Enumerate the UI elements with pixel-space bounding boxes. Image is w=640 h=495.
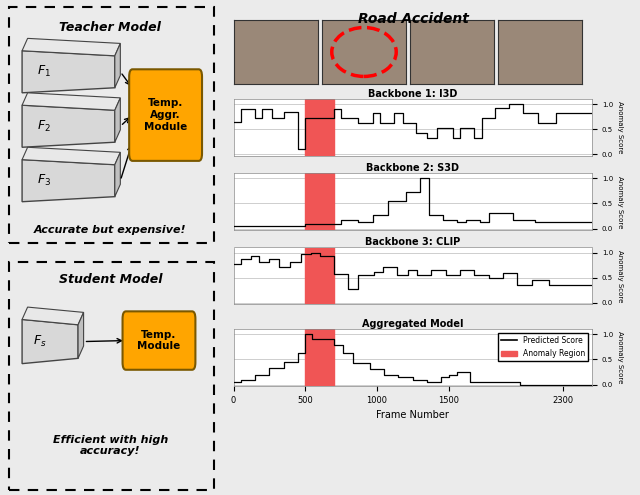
Title: Backbone 2: S3D: Backbone 2: S3D bbox=[366, 163, 460, 173]
Y-axis label: Anomaly Score: Anomaly Score bbox=[617, 332, 623, 384]
Bar bbox=[305, 329, 334, 386]
Polygon shape bbox=[22, 307, 84, 325]
Bar bbox=[305, 99, 334, 156]
Polygon shape bbox=[22, 93, 120, 110]
Polygon shape bbox=[22, 319, 78, 364]
Bar bbox=[9, 7, 214, 243]
Polygon shape bbox=[22, 148, 120, 165]
Polygon shape bbox=[115, 44, 120, 88]
Text: Road Accident: Road Accident bbox=[358, 12, 468, 26]
Polygon shape bbox=[22, 39, 120, 56]
Title: Aggregated Model: Aggregated Model bbox=[362, 319, 463, 329]
Text: Teacher Model: Teacher Model bbox=[60, 21, 161, 34]
Polygon shape bbox=[115, 98, 120, 142]
Text: $F_s$: $F_s$ bbox=[33, 334, 47, 349]
Text: $F_2$: $F_2$ bbox=[37, 119, 51, 134]
Bar bbox=[305, 173, 334, 230]
Text: Temp.
Module: Temp. Module bbox=[138, 330, 180, 351]
Polygon shape bbox=[22, 159, 115, 202]
Polygon shape bbox=[115, 152, 120, 197]
FancyBboxPatch shape bbox=[122, 311, 195, 370]
X-axis label: Frame Number: Frame Number bbox=[376, 410, 449, 420]
Text: Temp.
Aggr.
Module: Temp. Aggr. Module bbox=[144, 99, 188, 132]
Polygon shape bbox=[22, 51, 115, 93]
Y-axis label: Anomaly Score: Anomaly Score bbox=[617, 101, 623, 153]
Bar bbox=[305, 248, 334, 304]
FancyBboxPatch shape bbox=[129, 69, 202, 161]
Y-axis label: Anomaly Score: Anomaly Score bbox=[617, 176, 623, 228]
Title: Backbone 1: I3D: Backbone 1: I3D bbox=[368, 89, 458, 99]
Bar bbox=[9, 262, 214, 490]
Text: Accurate but expensive!: Accurate but expensive! bbox=[34, 225, 187, 235]
Polygon shape bbox=[22, 105, 115, 148]
Text: Student Model: Student Model bbox=[59, 273, 162, 286]
Title: Backbone 3: CLIP: Backbone 3: CLIP bbox=[365, 238, 460, 248]
Y-axis label: Anomaly Score: Anomaly Score bbox=[617, 250, 623, 302]
Text: $F_3$: $F_3$ bbox=[37, 173, 51, 188]
Legend: Predicted Score, Anomaly Region: Predicted Score, Anomaly Region bbox=[499, 333, 588, 361]
Polygon shape bbox=[78, 312, 84, 358]
Text: Efficient with high
accuracy!: Efficient with high accuracy! bbox=[52, 435, 168, 456]
Text: $F_1$: $F_1$ bbox=[37, 64, 51, 79]
